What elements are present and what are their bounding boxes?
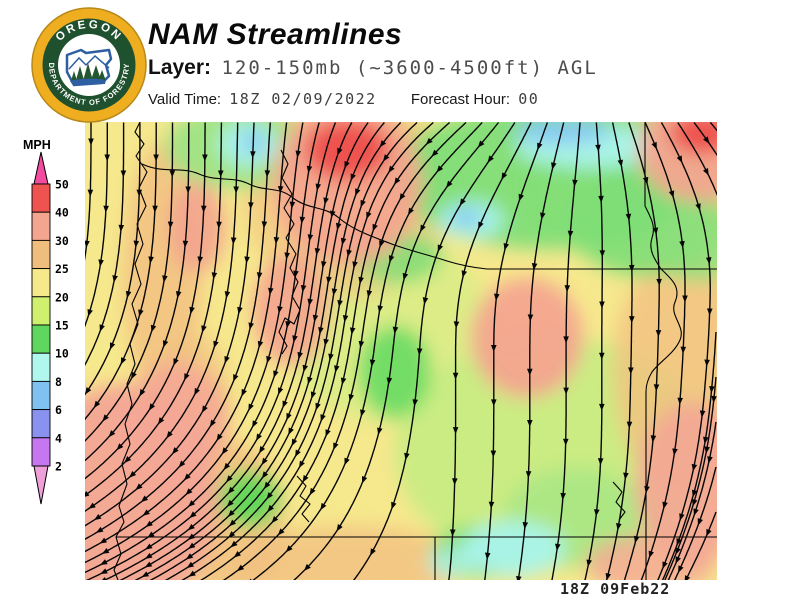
forecast-hour-label: Forecast Hour: bbox=[410, 91, 511, 108]
svg-text:25: 25 bbox=[55, 262, 69, 276]
layer-label: Layer: bbox=[148, 56, 212, 79]
svg-text:4: 4 bbox=[55, 431, 62, 445]
page-title: NAM Streamlines bbox=[148, 18, 403, 51]
odf-logo: OREGON DEPARTMENT OF FORESTRY bbox=[31, 7, 147, 123]
svg-text:50: 50 bbox=[55, 178, 69, 192]
svg-text:6: 6 bbox=[55, 403, 62, 417]
layer-line: Layer: 120-150mb (~3600-4500ft) AGL bbox=[148, 56, 598, 80]
legend-colorbar bbox=[31, 151, 51, 505]
streamline-arrows bbox=[85, 136, 717, 580]
wind-speed-field bbox=[85, 122, 717, 580]
svg-text:8: 8 bbox=[55, 375, 62, 389]
legend-title: MPH bbox=[23, 138, 51, 152]
svg-text:15: 15 bbox=[55, 319, 69, 333]
valid-time-label: Valid Time: bbox=[148, 91, 222, 108]
svg-text:20: 20 bbox=[55, 290, 69, 304]
trees-icon bbox=[71, 63, 106, 81]
mountain-icon bbox=[68, 54, 110, 70]
layer-value: 120-150mb (~3600-4500ft) AGL bbox=[221, 57, 598, 79]
svg-text:30: 30 bbox=[55, 234, 69, 248]
svg-text:40: 40 bbox=[55, 206, 69, 220]
svg-text:10: 10 bbox=[55, 347, 69, 361]
map-timestamp: 18Z 09Feb22 bbox=[560, 580, 671, 598]
logo-oregon-emblem bbox=[65, 48, 113, 87]
legend-tick-labels: 50 40 30 25 20 15 10 8 6 4 2 bbox=[55, 178, 69, 474]
wind-speed-legend: MPH 50 40 30 25 20 15 10 8 6 4 2 bbox=[23, 138, 69, 505]
svg-text:2: 2 bbox=[55, 460, 62, 474]
valid-time-value: 18Z 02/09/2022 bbox=[229, 90, 377, 108]
forecast-hour-value: 00 bbox=[518, 90, 540, 108]
streamlines-map bbox=[85, 122, 717, 580]
valid-time-line: Valid Time: 18Z 02/09/2022 Forecast Hour… bbox=[148, 90, 539, 108]
water-icon bbox=[70, 78, 106, 84]
